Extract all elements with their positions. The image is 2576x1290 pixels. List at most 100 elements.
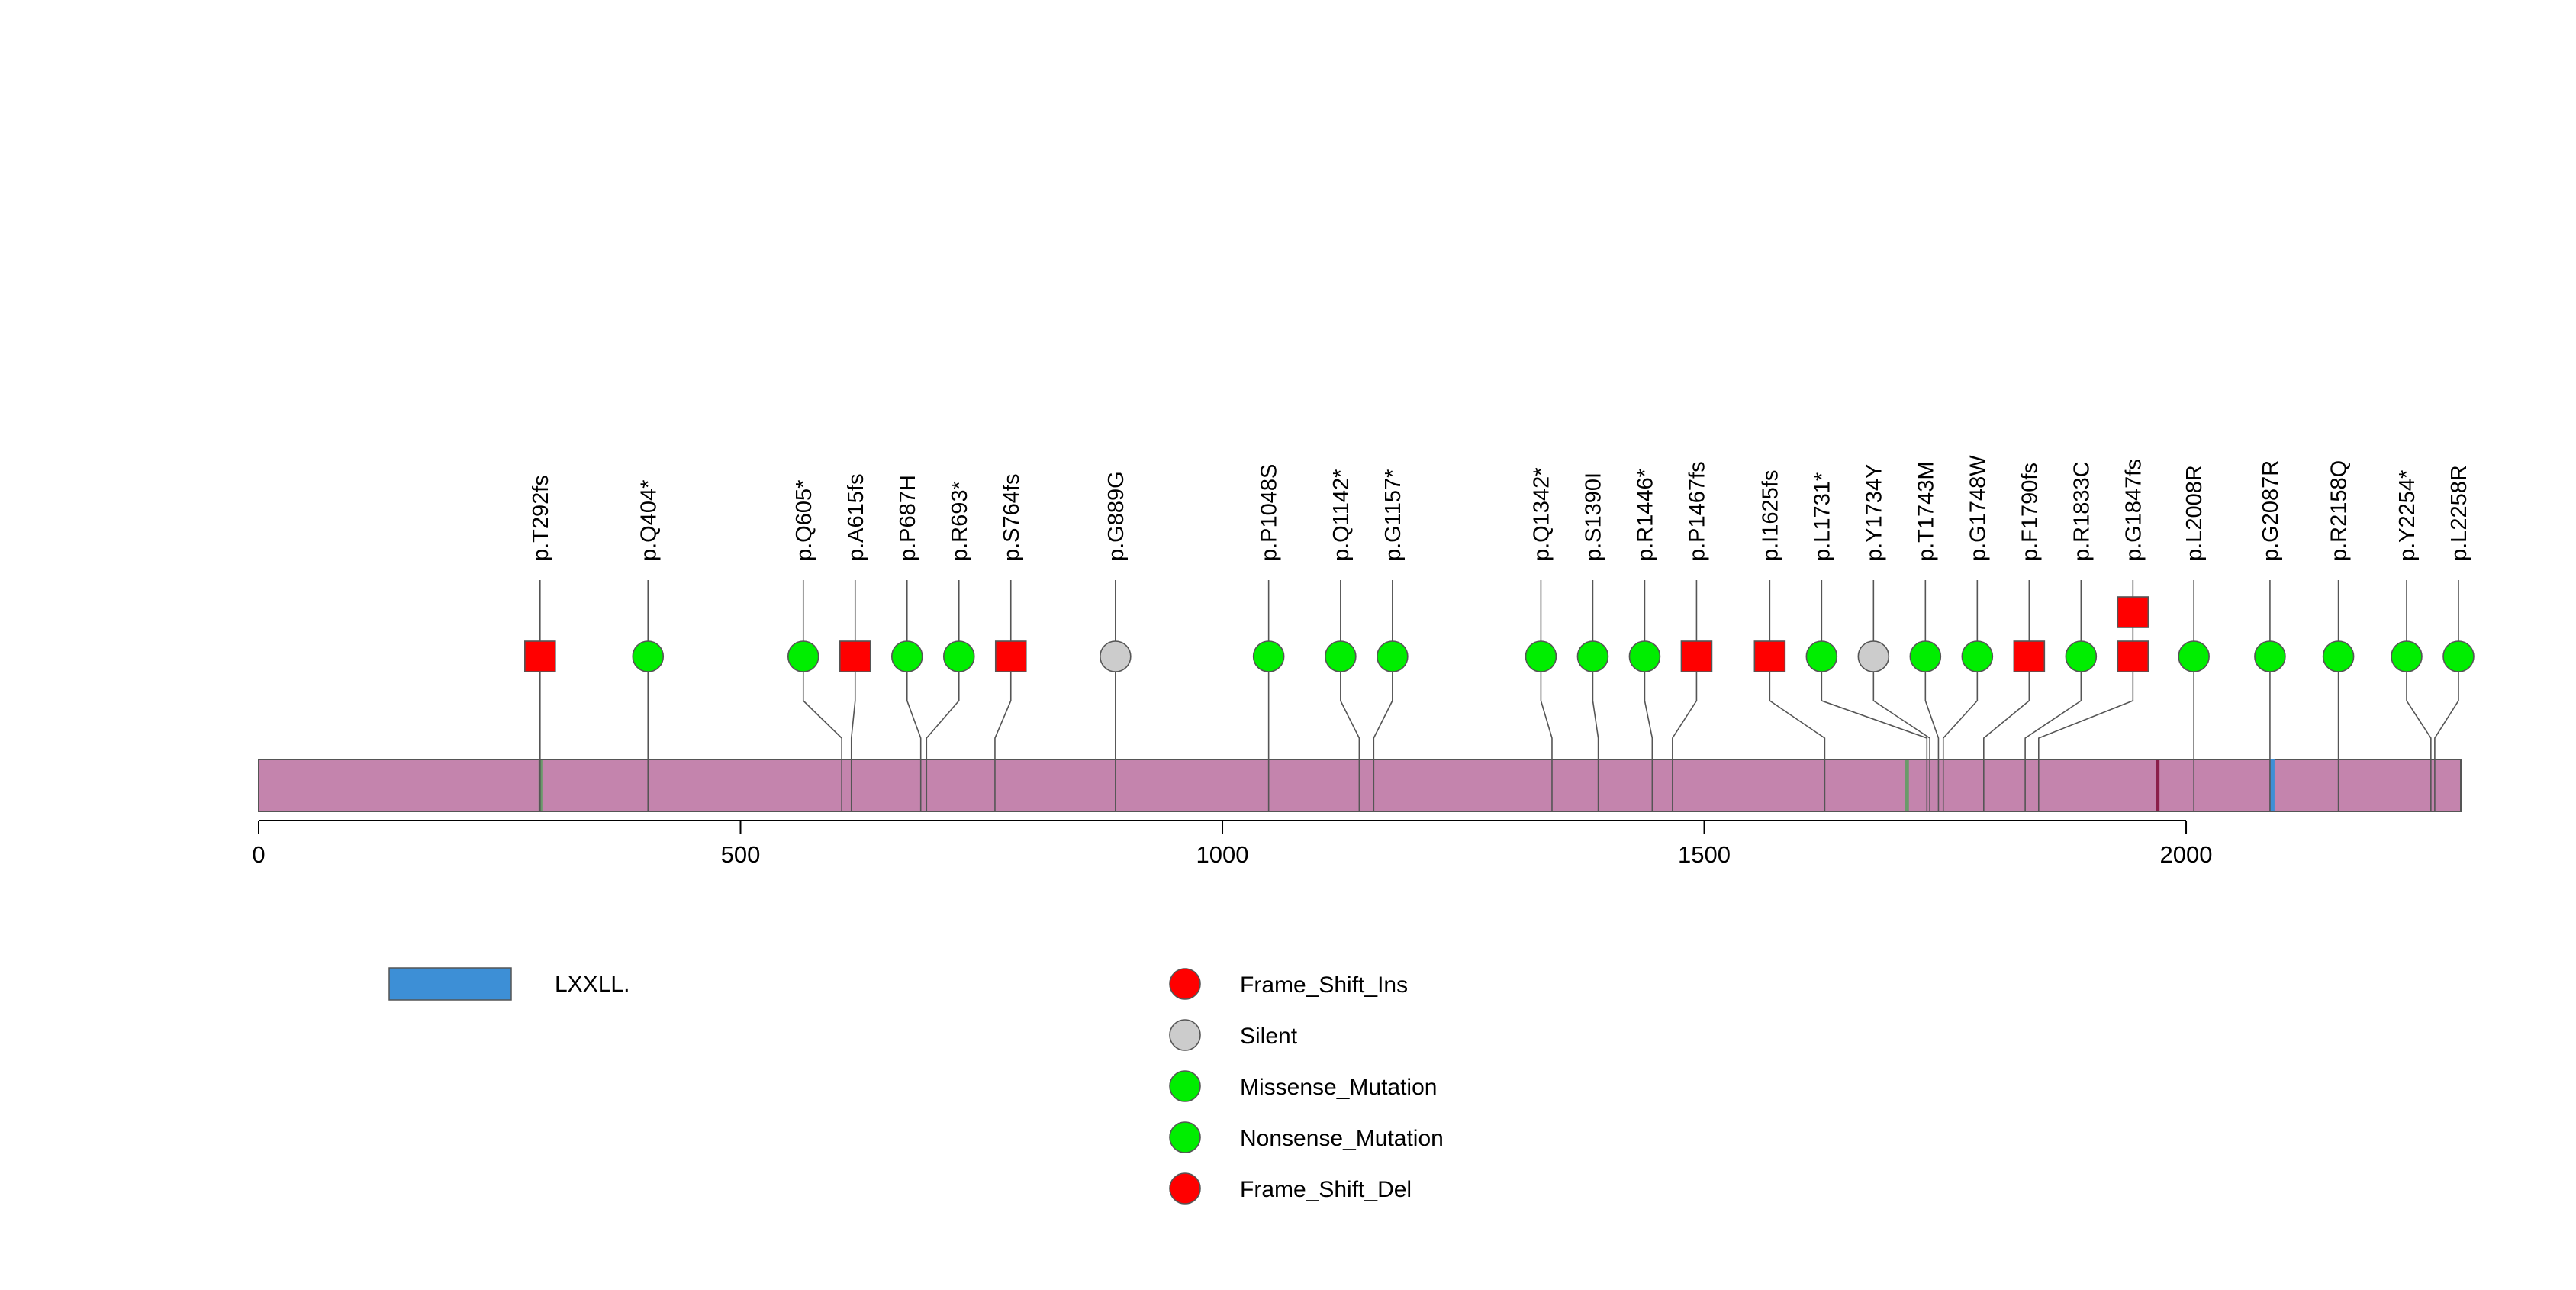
mutation-label: p.G2087R [2259,460,2283,561]
mutation-stem [1672,656,1698,811]
mutation-marker-square [839,640,871,672]
mutation-label: p.I1625fs [1758,470,1782,561]
mutation-marker-square [994,640,1027,672]
mutation-marker-circle [787,640,819,672]
mutation-label: p.A615fs [844,474,868,561]
legend-label: Nonsense_Mutation [1240,1126,1444,1151]
mutation-label: p.G1157* [1381,469,1406,561]
mutation-stem [1924,656,1940,811]
x-tick-label: 2000 [2160,841,2213,868]
mutation-stem [1942,656,1979,811]
mutation-marker-circle [890,640,923,672]
mutation-label: p.G889G [1104,471,1129,561]
mutation-stem [1644,656,1653,811]
mutation-label: p.Y1734Y [1862,464,1886,561]
mutation-stems [539,580,2459,811]
mutation-label: p.T292fs [529,475,553,561]
mutation-marker-square [1680,640,1713,672]
mutation-marker-circle [1909,640,1942,672]
legend-swatch [1169,1121,1201,1153]
mutation-marker-circle [1805,640,1838,672]
minor-mark [1905,760,1909,811]
mutation-marker-circle [1377,640,1409,672]
mutation-stem [1821,656,1928,811]
mutation-marker-circle [1628,640,1661,672]
mutation-label: p.P687H [896,475,920,561]
legend-label: Missense_Mutation [1240,1075,1437,1100]
legend-label: Frame_Shift_Del [1240,1177,1412,1202]
mutation-markers [524,596,2475,672]
x-tick-label: 0 [252,841,265,868]
mutation-stem [2037,656,2134,811]
legend-label: Silent [1240,1024,1298,1049]
mutation-label: p.R1446* [1633,469,1657,561]
domain-lxxll [2269,759,2275,811]
mutation-stem [850,656,856,811]
mutation-stem [2406,656,2432,811]
mutation-marker-circle [2391,640,2423,672]
mutation-label: p.L2258R [2447,465,2471,561]
mutation-marker-circle [1857,640,1890,672]
mutation-label: p.P1048S [1257,464,1282,561]
mutation-marker-circle [2254,640,2286,672]
mutation-marker-circle [2178,640,2210,672]
mutation-marker-square [2117,640,2149,672]
mutation-label: p.R2158Q [2327,460,2352,561]
legend-swatch [1169,1172,1201,1205]
mutation-label: p.Y2254* [2395,470,2420,561]
mutation-marker-circle [1100,640,1132,672]
mutation-marker-circle [1325,640,1357,672]
mutation-label: p.Q1142* [1329,469,1354,561]
mutation-stem [906,656,922,811]
mutation-label: p.L2008R [2182,465,2207,561]
x-tick-label: 1000 [1196,841,1249,868]
legend-swatch [1169,1019,1201,1051]
mutation-label: p.G1748W [1966,455,1990,561]
legend-label: Frame_Shift_Ins [1240,972,1408,998]
mutation-label: p.L1731* [1810,472,1834,561]
mutation-marker-square [2013,640,2046,672]
mutation-stem [1340,656,1360,811]
mutation-stem [926,656,960,811]
mutation-marker-square [2117,596,2149,628]
mutation-label: p.P1467fs [1685,461,1709,561]
mutation-label: p.S764fs [1000,474,1024,561]
mutation-marker-circle [942,640,975,672]
minor-mark [2156,760,2160,811]
legend-swatch [1169,968,1201,1000]
x-tick-label: 1500 [1678,841,1731,868]
mutation-label: p.S1390I [1581,472,1605,561]
mutation-label: p.Q605* [792,480,816,561]
mutation-marker-circle [1525,640,1557,672]
mutation-label: p.Q1342* [1529,467,1554,561]
mutation-stem [1540,656,1553,811]
mutation-marker-circle [2442,640,2475,672]
mutation-label: p.G1847fs [2121,459,2146,561]
mutation-label: p.R1833C [2069,461,2094,561]
mutation-stem [1769,656,1826,811]
legend: LXXLL. Frame_Shift_Ins Silent Missense_Muta… [388,967,1444,1205]
mutation-stem [994,656,1012,811]
mutation-marker-square [524,640,556,672]
mutation-marker-circle [1576,640,1609,672]
mutation-marker-circle [2322,640,2355,672]
mutation-marker-circle [1252,640,1285,672]
mutation-marker-circle [632,640,665,672]
x-axis: 0 500 1000 1500 2000 [252,820,2213,868]
mutation-label: p.T1743M [1914,461,1938,561]
mutation-marker-square [1753,640,1786,672]
mutation-stem [1872,656,1930,811]
mutation-stem [802,656,842,811]
mutation-stem [2434,656,2459,811]
mutation-stem [1373,656,1393,811]
mutation-label: p.F1790fs [2017,463,2042,561]
mutation-stem [2024,656,2082,811]
mutation-stem [1983,656,2030,811]
mutation-marker-circle [1961,640,1994,672]
mutation-marker-circle [2065,640,2098,672]
legend-domain-label: LXXLL. [555,972,630,997]
mutation-stem [1592,656,1599,811]
x-tick-label: 500 [721,841,761,868]
mutation-labels: p.T292fs p.Q404* p.Q605* p.A615fs p.P687H p.R… [529,455,2471,561]
